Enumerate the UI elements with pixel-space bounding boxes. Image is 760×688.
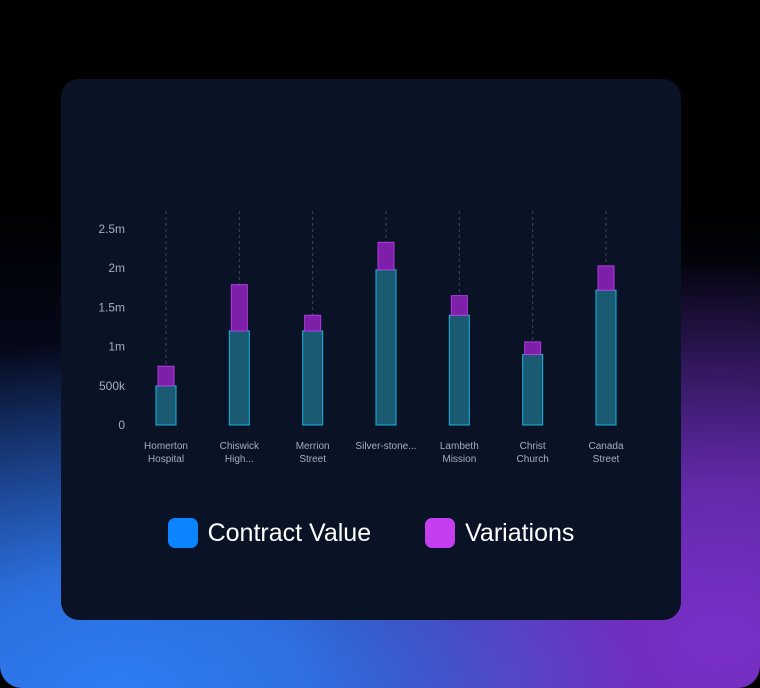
- bar-variations: [597, 265, 615, 291]
- bar-contract-value: [155, 385, 177, 426]
- variations-swatch: [425, 518, 456, 548]
- y-tick-label: 0: [118, 418, 125, 432]
- x-tick-label: Chiswick: [220, 441, 260, 452]
- x-tick-label: Lambeth: [440, 441, 479, 452]
- legend-item-variations: Variations: [425, 518, 574, 548]
- y-tick-label: 1m: [108, 340, 125, 354]
- y-tick-label: 2.5m: [98, 222, 125, 236]
- bar-variations: [304, 314, 322, 332]
- bar-variations: [377, 241, 395, 271]
- legend-label-contract-value: Contract Value: [207, 518, 372, 547]
- bar-contract-value: [375, 269, 397, 426]
- bar-contract-value: [448, 314, 470, 426]
- stacked-bar-chart: 0 500k 1m 1.5m 2m 2.5m Homerton Hospital Chiswi…: [98, 211, 624, 465]
- bar-contract-value: [302, 330, 324, 426]
- x-tick-label: Merrion: [296, 441, 330, 452]
- x-tick-label: Street: [593, 454, 620, 465]
- y-tick-label: 1.5m: [98, 300, 125, 314]
- contract-value-swatch: [167, 518, 198, 548]
- x-tick-label: Homerton: [144, 441, 188, 452]
- x-tick-label: Hospital: [148, 454, 184, 465]
- bar-contract-value: [228, 330, 250, 426]
- x-axis: Homerton Hospital Chiswick High... Merrion St…: [144, 441, 624, 465]
- legend: Contract Value Variations: [61, 518, 681, 548]
- x-tick-label: Street: [299, 454, 326, 465]
- x-tick-label: Canada: [588, 441, 623, 452]
- chart-card: 0 500k 1m 1.5m 2m 2.5m Homerton Hospital Chiswi…: [61, 79, 681, 620]
- legend-label-variations: Variations: [465, 518, 575, 547]
- bar-contract-value: [522, 353, 544, 426]
- y-tick-label: 500k: [99, 379, 126, 393]
- bar-variations: [450, 295, 468, 316]
- x-tick-label: Church: [517, 454, 549, 465]
- x-tick-label: Mission: [442, 454, 476, 465]
- x-tick-label: Christ: [520, 441, 546, 452]
- x-tick-label: High...: [225, 454, 254, 465]
- bar-variations: [157, 365, 175, 387]
- bar-variations: [524, 341, 542, 355]
- bar-contract-value: [595, 289, 617, 426]
- bar-variations: [230, 284, 248, 332]
- x-tick-label: Silver-stone...: [355, 441, 416, 452]
- legend-item-contract-value: Contract Value: [167, 518, 372, 548]
- y-axis: 0 500k 1m 1.5m 2m 2.5m: [98, 222, 126, 432]
- bar-groups: [155, 241, 617, 426]
- y-tick-label: 2m: [108, 261, 125, 275]
